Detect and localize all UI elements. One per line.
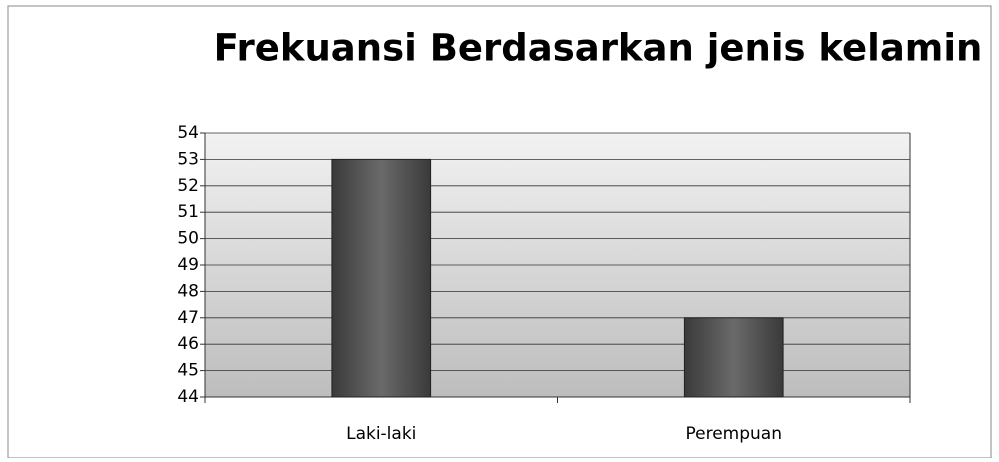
- x-tick-label: Laki-laki: [346, 424, 416, 444]
- y-tick-label: 48: [177, 281, 199, 301]
- chart-title: Frekuansi Berdasarkan jenis kelamin: [214, 27, 983, 70]
- bar: [683, 317, 784, 398]
- y-tick-label: 45: [177, 361, 199, 381]
- y-tick-label: 46: [177, 334, 199, 354]
- y-tick-label: 44: [177, 387, 199, 407]
- y-tick-label: 53: [177, 149, 199, 169]
- y-tick-label: 50: [177, 229, 199, 249]
- y-tick-label: 51: [177, 202, 199, 222]
- y-tick-label: 49: [177, 255, 199, 275]
- y-tick-label: 52: [177, 176, 199, 196]
- y-tick-label: 54: [177, 123, 199, 143]
- bar: [331, 158, 432, 398]
- y-tick-label: 47: [177, 308, 199, 328]
- x-tick-label: Perempuan: [686, 424, 783, 444]
